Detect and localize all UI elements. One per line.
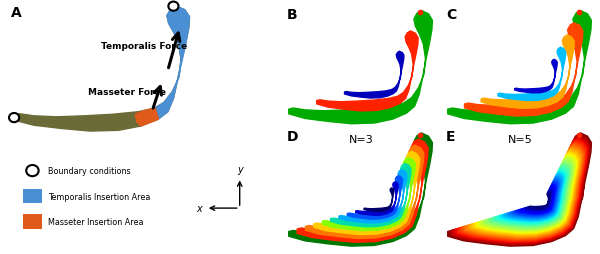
Polygon shape xyxy=(523,188,553,212)
Polygon shape xyxy=(464,24,583,117)
Polygon shape xyxy=(492,166,569,226)
Polygon shape xyxy=(331,164,411,227)
Polygon shape xyxy=(449,135,590,245)
Polygon shape xyxy=(520,186,554,213)
Polygon shape xyxy=(477,155,577,233)
Polygon shape xyxy=(489,163,571,227)
Polygon shape xyxy=(305,146,424,239)
Polygon shape xyxy=(472,151,579,235)
Polygon shape xyxy=(525,189,552,211)
Polygon shape xyxy=(515,60,557,93)
Polygon shape xyxy=(289,11,433,124)
Polygon shape xyxy=(463,144,584,239)
Circle shape xyxy=(26,165,38,177)
Text: Masseter Insertion Area: Masseter Insertion Area xyxy=(48,217,143,226)
Polygon shape xyxy=(521,187,554,212)
Polygon shape xyxy=(496,168,567,224)
Polygon shape xyxy=(448,133,592,246)
Text: D: D xyxy=(287,130,299,144)
Text: E: E xyxy=(446,130,456,144)
Polygon shape xyxy=(490,164,569,227)
Polygon shape xyxy=(481,36,574,109)
Bar xyxy=(23,215,42,229)
Polygon shape xyxy=(514,181,558,216)
Polygon shape xyxy=(461,143,584,240)
Polygon shape xyxy=(322,158,415,231)
Text: y: y xyxy=(237,164,242,174)
Polygon shape xyxy=(469,149,581,236)
Polygon shape xyxy=(503,174,563,220)
Polygon shape xyxy=(454,138,588,243)
Polygon shape xyxy=(297,139,428,242)
Polygon shape xyxy=(494,167,568,225)
Polygon shape xyxy=(452,137,589,244)
Polygon shape xyxy=(507,176,561,219)
Text: Masseter Force: Masseter Force xyxy=(88,88,166,97)
Polygon shape xyxy=(479,156,575,232)
Polygon shape xyxy=(476,154,577,233)
Polygon shape xyxy=(356,182,398,215)
Polygon shape xyxy=(458,141,586,242)
Text: N=3: N=3 xyxy=(349,134,374,144)
Polygon shape xyxy=(364,188,394,212)
Circle shape xyxy=(9,114,19,123)
Polygon shape xyxy=(499,170,565,223)
Polygon shape xyxy=(530,193,550,209)
Text: N=5: N=5 xyxy=(508,134,533,144)
Text: Temporalis Force: Temporalis Force xyxy=(101,42,187,51)
Text: C: C xyxy=(446,8,457,22)
Polygon shape xyxy=(317,32,418,112)
Text: A: A xyxy=(11,6,22,20)
Polygon shape xyxy=(505,175,562,220)
Polygon shape xyxy=(508,178,560,218)
Polygon shape xyxy=(481,157,575,231)
Polygon shape xyxy=(502,173,564,221)
Polygon shape xyxy=(482,158,574,230)
Polygon shape xyxy=(464,145,583,239)
Bar xyxy=(23,189,42,203)
Polygon shape xyxy=(314,152,419,235)
Text: B: B xyxy=(287,8,298,22)
Polygon shape xyxy=(510,179,560,217)
Polygon shape xyxy=(500,172,565,222)
Text: x: x xyxy=(196,203,202,213)
Polygon shape xyxy=(14,7,190,132)
Polygon shape xyxy=(515,182,557,215)
Polygon shape xyxy=(484,160,573,230)
Polygon shape xyxy=(155,7,190,119)
Polygon shape xyxy=(467,148,581,237)
Polygon shape xyxy=(527,191,551,210)
Polygon shape xyxy=(448,11,592,124)
Polygon shape xyxy=(498,48,566,101)
Polygon shape xyxy=(517,183,556,215)
Polygon shape xyxy=(347,176,403,219)
Polygon shape xyxy=(344,52,404,99)
Polygon shape xyxy=(487,162,571,228)
Polygon shape xyxy=(451,136,590,245)
Polygon shape xyxy=(497,169,566,224)
Text: Boundary conditions: Boundary conditions xyxy=(48,166,131,176)
Text: Temporalis Insertion Area: Temporalis Insertion Area xyxy=(48,192,151,201)
Circle shape xyxy=(169,3,179,12)
Polygon shape xyxy=(456,139,587,242)
Polygon shape xyxy=(474,152,578,234)
Polygon shape xyxy=(136,109,158,126)
Polygon shape xyxy=(528,192,550,209)
Polygon shape xyxy=(471,150,580,236)
Polygon shape xyxy=(466,147,582,238)
Polygon shape xyxy=(459,142,586,241)
Polygon shape xyxy=(512,180,559,217)
Polygon shape xyxy=(339,170,407,223)
Polygon shape xyxy=(485,161,572,229)
Polygon shape xyxy=(289,133,433,246)
Polygon shape xyxy=(518,185,556,214)
